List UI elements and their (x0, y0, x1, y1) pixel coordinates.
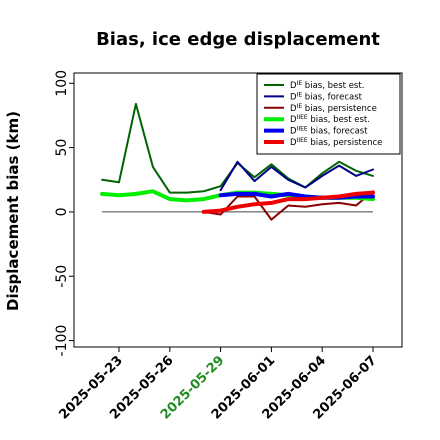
y-axis-label: Displacement bias (km) (4, 111, 22, 311)
chart-title: Bias, ice edge displacement (96, 29, 380, 50)
series-line-2 (219, 160, 374, 192)
y-tick-label: 100 (54, 70, 70, 97)
x-axis-ticks: 2025-05-232025-05-262025-05-292025-06-01… (56, 347, 380, 423)
y-tick-label: -50 (54, 265, 70, 288)
y-tick-label: 0 (54, 207, 70, 216)
plot-frame (73, 72, 403, 348)
series-line-3 (202, 190, 374, 221)
y-tick-label: 50 (54, 139, 70, 157)
legend-label-1: DIE bias, best est. (290, 80, 364, 91)
y-axis-ticks: 100 50 0 -50 -100 (54, 70, 74, 357)
y-tick-label: -100 (54, 325, 70, 357)
series-line-6 (201, 190, 375, 214)
legend-label-6: DIIEE bias, persistence (290, 137, 382, 148)
series-lines (100, 102, 375, 221)
legend-label-2: DIE bias, forecast (290, 91, 363, 102)
legend-label-4: DIIEE bias, best est. (290, 114, 370, 125)
legend: DIE bias, best est.DIE bias, forecastDIE… (256, 73, 401, 155)
legend-label-3: DIE bias, persistence (290, 103, 377, 114)
legend-label-5: DIIEE bias, forecast (290, 126, 368, 137)
